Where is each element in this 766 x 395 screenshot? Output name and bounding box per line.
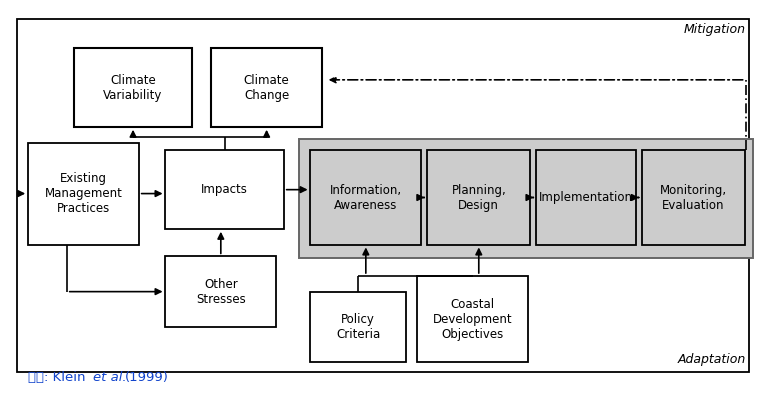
FancyBboxPatch shape bbox=[417, 276, 528, 362]
FancyBboxPatch shape bbox=[310, 292, 406, 362]
Text: Other
Stresses: Other Stresses bbox=[196, 278, 246, 306]
Text: Adaptation: Adaptation bbox=[677, 353, 745, 366]
FancyBboxPatch shape bbox=[427, 150, 530, 245]
Text: Implementation: Implementation bbox=[539, 191, 633, 204]
Text: 자료: Klein: 자료: Klein bbox=[28, 371, 90, 384]
Text: Impacts: Impacts bbox=[201, 183, 248, 196]
FancyBboxPatch shape bbox=[211, 49, 322, 127]
Text: Existing
Management
Practices: Existing Management Practices bbox=[44, 172, 123, 215]
Text: Coastal
Development
Objectives: Coastal Development Objectives bbox=[433, 297, 512, 340]
FancyBboxPatch shape bbox=[642, 150, 745, 245]
Text: Policy
Criteria: Policy Criteria bbox=[336, 313, 381, 341]
Text: (1999): (1999) bbox=[125, 371, 169, 384]
FancyBboxPatch shape bbox=[299, 139, 753, 258]
Text: Planning,
Design: Planning, Design bbox=[451, 184, 506, 211]
FancyBboxPatch shape bbox=[165, 150, 283, 229]
Text: Climate
Change: Climate Change bbox=[244, 74, 290, 102]
FancyBboxPatch shape bbox=[28, 143, 139, 245]
Text: Climate
Variability: Climate Variability bbox=[103, 74, 162, 102]
Text: Information,
Awareness: Information, Awareness bbox=[330, 184, 402, 211]
FancyBboxPatch shape bbox=[310, 150, 421, 245]
FancyBboxPatch shape bbox=[17, 19, 749, 372]
FancyBboxPatch shape bbox=[165, 256, 277, 327]
Text: et al.: et al. bbox=[93, 371, 126, 384]
Text: Monitoring,
Evaluation: Monitoring, Evaluation bbox=[660, 184, 727, 211]
FancyBboxPatch shape bbox=[74, 49, 192, 127]
FancyBboxPatch shape bbox=[536, 150, 636, 245]
Text: Mitigation: Mitigation bbox=[683, 23, 745, 36]
